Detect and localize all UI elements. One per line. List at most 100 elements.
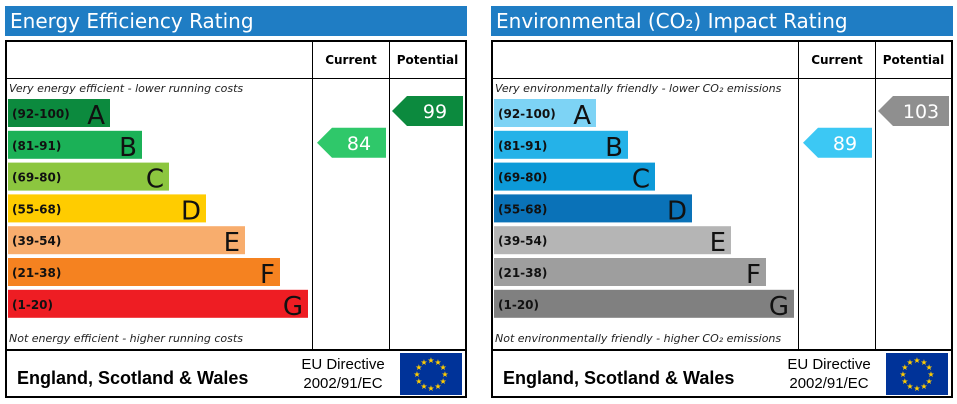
band-letter-label: C bbox=[632, 165, 650, 195]
band-letter-label: G bbox=[283, 292, 303, 322]
band-bar-d bbox=[494, 194, 692, 223]
band-bar-b bbox=[8, 130, 142, 159]
directive-line-2: 2002/91/EC bbox=[303, 375, 383, 392]
potential-column-header: Potential bbox=[882, 53, 945, 67]
top-note: Very energy efficient - lower running co… bbox=[9, 82, 244, 95]
flag-star: ★ bbox=[927, 370, 934, 379]
divider bbox=[389, 42, 390, 350]
flag-star: ★ bbox=[926, 363, 933, 372]
current-column-header: Current bbox=[325, 53, 377, 67]
divider bbox=[875, 42, 876, 350]
region-label: England, Scotland & Wales bbox=[17, 368, 249, 388]
directive-line-2: 2002/91/EC bbox=[789, 375, 869, 392]
band-range-label: (81-91) bbox=[498, 139, 547, 153]
flag-star: ★ bbox=[901, 363, 908, 372]
band-bar-f bbox=[494, 258, 766, 286]
flag-star: ★ bbox=[441, 370, 448, 379]
divider bbox=[312, 42, 313, 350]
band-range-label: (39-54) bbox=[12, 234, 61, 248]
flag-star: ★ bbox=[420, 358, 427, 367]
environmental-impact-panel: Environmental (CO₂) Impact Rating Curren… bbox=[491, 6, 953, 398]
current-rating-value: 89 bbox=[833, 133, 857, 155]
bottom-note: Not energy efficient - higher running co… bbox=[9, 332, 243, 345]
flag-star: ★ bbox=[920, 382, 927, 391]
bottom-note: Not environmentally friendly - higher CO… bbox=[495, 332, 782, 345]
current-rating-arrow bbox=[317, 127, 386, 158]
band-bar-e bbox=[494, 226, 731, 255]
band-bar-g bbox=[8, 289, 308, 318]
band-bar-a bbox=[8, 99, 110, 127]
region-label: England, Scotland & Wales bbox=[503, 368, 735, 388]
potential-rating-value: 99 bbox=[423, 101, 447, 123]
band-bar-f bbox=[8, 258, 280, 286]
flag-star: ★ bbox=[427, 356, 434, 365]
potential-column-header: Potential bbox=[396, 53, 459, 67]
flag-star: ★ bbox=[913, 384, 920, 393]
band-range-label: (92-100) bbox=[12, 107, 70, 121]
divider bbox=[7, 349, 465, 351]
band-letter-label: F bbox=[260, 260, 275, 290]
flag-star: ★ bbox=[913, 356, 920, 365]
directive-line-1: EU Directive bbox=[787, 356, 871, 373]
band-letter-label: D bbox=[667, 196, 687, 226]
band-range-label: (92-100) bbox=[498, 107, 556, 121]
band-range-label: (69-80) bbox=[498, 171, 547, 185]
band-bar-e bbox=[8, 226, 245, 255]
panel-title: Energy Efficiency Rating bbox=[5, 6, 467, 36]
band-range-label: (69-80) bbox=[12, 171, 61, 185]
eu-directive: EU Directive 2002/91/EC bbox=[291, 355, 395, 393]
band-bar-a bbox=[494, 99, 596, 127]
eu-directive: EU Directive 2002/91/EC bbox=[777, 355, 881, 393]
band-letter-label: A bbox=[573, 101, 591, 131]
rating-chart: (92-100) A (81-91) B (69-80) C (55-68) D (39-54)… bbox=[494, 96, 949, 322]
band-range-label: (81-91) bbox=[12, 139, 61, 153]
band-range-label: (21-38) bbox=[12, 266, 61, 280]
band-letter-label: E bbox=[710, 228, 726, 258]
flag-star: ★ bbox=[427, 384, 434, 393]
band-letter-label: D bbox=[181, 196, 201, 226]
flag-star: ★ bbox=[415, 377, 422, 386]
band-letter-label: C bbox=[146, 165, 164, 195]
band-range-label: (21-38) bbox=[498, 266, 547, 280]
band-range-label: (1-20) bbox=[498, 298, 539, 312]
band-range-label: (1-20) bbox=[12, 298, 53, 312]
divider bbox=[493, 349, 951, 351]
flag-star: ★ bbox=[420, 382, 427, 391]
band-letter-label: B bbox=[119, 133, 137, 163]
band-range-label: (55-68) bbox=[498, 202, 547, 216]
band-bar-c bbox=[494, 162, 655, 191]
flag-star: ★ bbox=[906, 358, 913, 367]
flag-star: ★ bbox=[434, 382, 441, 391]
current-rating-value: 84 bbox=[347, 133, 371, 155]
band-bar-g bbox=[494, 289, 794, 318]
current-column-header: Current bbox=[811, 53, 863, 67]
band-bar-b bbox=[494, 130, 628, 159]
band-range-label: (39-54) bbox=[498, 234, 547, 248]
band-letter-label: G bbox=[769, 292, 789, 322]
flag-star: ★ bbox=[440, 377, 447, 386]
flag-star: ★ bbox=[415, 363, 422, 372]
flag-star: ★ bbox=[899, 370, 906, 379]
flag-star: ★ bbox=[434, 358, 441, 367]
eu-flag-icon: ★★★★★★★★★ ★ ★★ bbox=[886, 353, 948, 395]
divider bbox=[493, 78, 951, 79]
band-letter-label: B bbox=[605, 133, 623, 163]
panel-title: Environmental (CO₂) Impact Rating bbox=[491, 6, 953, 36]
eu-flag-icon: ★★★★★★★★★ ★ ★★ bbox=[400, 353, 462, 395]
flag-star: ★ bbox=[906, 382, 913, 391]
band-bar-c bbox=[8, 162, 169, 191]
flag-star: ★ bbox=[920, 358, 927, 367]
band-letter-label: F bbox=[746, 260, 761, 290]
divider bbox=[7, 78, 465, 79]
energy-efficiency-panel: Energy Efficiency Rating Current Potenti… bbox=[5, 6, 467, 398]
flag-background bbox=[400, 353, 462, 395]
potential-rating-arrow bbox=[878, 96, 949, 126]
flag-star: ★ bbox=[926, 377, 933, 386]
flag-star: ★ bbox=[440, 363, 447, 372]
directive-line-1: EU Directive bbox=[301, 356, 385, 373]
rating-frame: Current Potential Very energy efficient … bbox=[5, 40, 467, 398]
band-letter-label: A bbox=[87, 101, 105, 131]
current-rating-arrow bbox=[803, 127, 872, 158]
flag-star: ★ bbox=[901, 377, 908, 386]
rating-frame: Current Potential Very environmentally f… bbox=[491, 40, 953, 398]
